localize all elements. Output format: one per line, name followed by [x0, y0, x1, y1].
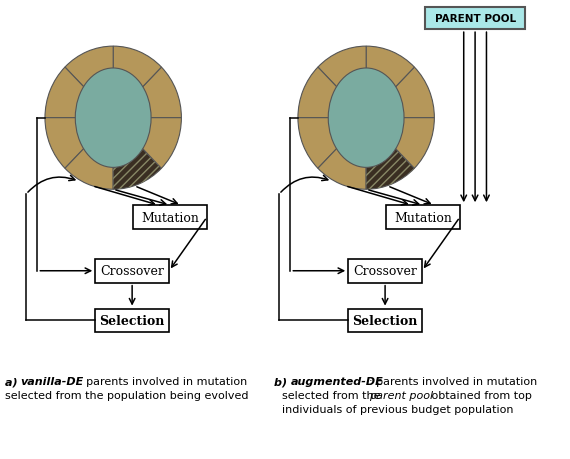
Text: PARENT POOL: PARENT POOL: [434, 14, 516, 24]
FancyBboxPatch shape: [425, 8, 525, 30]
Text: Crossover: Crossover: [353, 265, 417, 278]
Text: a): a): [5, 376, 22, 386]
Ellipse shape: [75, 69, 151, 168]
FancyBboxPatch shape: [386, 206, 460, 230]
Wedge shape: [45, 68, 113, 118]
Text: selected from the: selected from the: [282, 390, 384, 400]
Wedge shape: [366, 118, 434, 169]
Wedge shape: [113, 118, 181, 169]
Wedge shape: [318, 118, 366, 190]
Text: Selection: Selection: [99, 314, 165, 327]
Wedge shape: [65, 118, 113, 190]
Text: : parents involved in mutation: : parents involved in mutation: [369, 376, 538, 386]
Wedge shape: [65, 47, 113, 118]
FancyBboxPatch shape: [348, 259, 422, 283]
FancyBboxPatch shape: [133, 206, 207, 230]
Wedge shape: [298, 118, 366, 169]
Text: Mutation: Mutation: [141, 211, 199, 224]
Wedge shape: [113, 68, 181, 118]
Text: selected from the population being evolved: selected from the population being evolv…: [5, 390, 249, 400]
Wedge shape: [366, 118, 414, 190]
Text: b): b): [274, 376, 291, 386]
Text: Selection: Selection: [352, 314, 418, 327]
Wedge shape: [113, 118, 161, 190]
FancyBboxPatch shape: [95, 309, 169, 333]
Text: vanilla-DE: vanilla-DE: [21, 376, 84, 386]
Text: augmented-DE: augmented-DE: [291, 376, 384, 386]
FancyBboxPatch shape: [348, 309, 422, 333]
Wedge shape: [113, 47, 161, 118]
Text: obtained from top: obtained from top: [428, 390, 532, 400]
FancyBboxPatch shape: [95, 259, 169, 283]
Wedge shape: [366, 47, 414, 118]
Text: Mutation: Mutation: [394, 211, 452, 224]
Text: : parents involved in mutation: : parents involved in mutation: [79, 376, 247, 386]
Text: parent pool: parent pool: [369, 390, 433, 400]
Ellipse shape: [328, 69, 404, 168]
Wedge shape: [318, 47, 366, 118]
Text: Crossover: Crossover: [100, 265, 164, 278]
Wedge shape: [298, 68, 366, 118]
Text: individuals of previous budget population: individuals of previous budget populatio…: [282, 404, 514, 414]
Wedge shape: [45, 118, 113, 169]
Wedge shape: [366, 68, 434, 118]
